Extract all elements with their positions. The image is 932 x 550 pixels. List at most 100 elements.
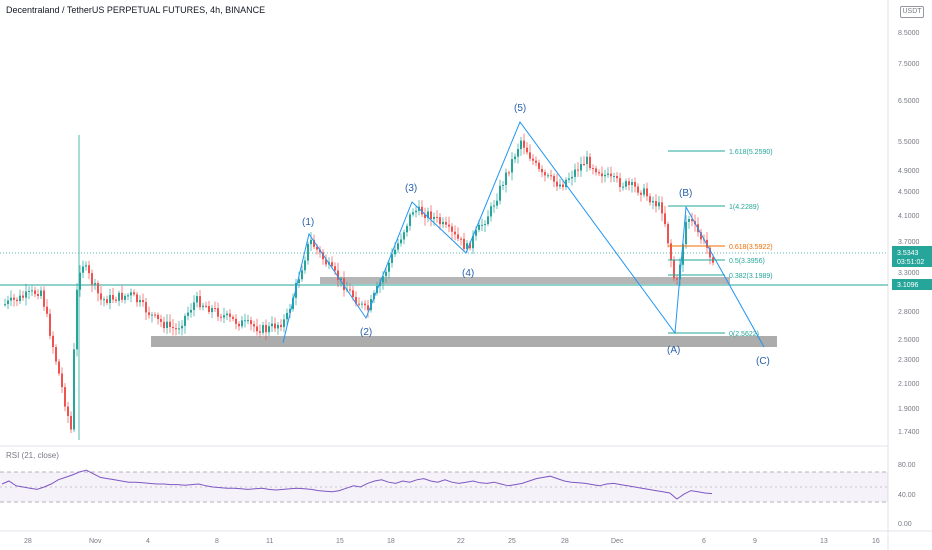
currency-badge[interactable]: USDT <box>900 6 924 18</box>
candle-body <box>4 304 6 306</box>
time-tick: 28 <box>561 538 569 545</box>
candle-body <box>682 244 684 265</box>
candle-body <box>220 316 222 318</box>
time-tick: 13 <box>820 538 828 545</box>
candle-body <box>97 283 99 294</box>
candle-body <box>685 221 687 245</box>
price-tick: 4.1000 <box>898 213 920 220</box>
time-tick: 11 <box>266 538 273 545</box>
candle-body <box>214 308 216 310</box>
price-tick: 4.9000 <box>898 168 920 175</box>
candle-body <box>325 259 327 265</box>
candle-body <box>106 299 108 303</box>
price-tick: 5.5000 <box>898 139 920 146</box>
candle-body <box>436 216 438 218</box>
fib-retracement[interactable]: 1.618(5.2590) 1(4.2289) 0.618(3.5922) 0.… <box>668 149 773 338</box>
fib-label-0382: 0.382(3.1989) <box>729 273 773 280</box>
elliott-wave-path[interactable] <box>282 120 765 348</box>
candle-body <box>25 291 27 298</box>
candle-body <box>457 234 459 239</box>
candle-body <box>400 239 402 244</box>
candle-body <box>181 325 183 329</box>
fib-label-0: 0(2.5622) <box>729 331 759 338</box>
time-axis[interactable]: 28 Nov 4 8 11 15 18 22 25 28 Dec 6 9 13 … <box>24 538 880 545</box>
candle-body <box>382 276 384 283</box>
candle-body <box>28 290 30 292</box>
candle-body <box>259 331 261 333</box>
bar-countdown: 03:51:02 <box>897 259 924 266</box>
candle-body <box>322 252 324 260</box>
wave-label-b: (B) <box>679 188 692 199</box>
candle-body <box>10 297 12 301</box>
rsi-tick: 80.00 <box>898 462 916 469</box>
candle-body <box>70 415 72 430</box>
candle-body <box>13 297 15 300</box>
wave-label-1: (1) <box>302 217 314 228</box>
candle-body <box>640 192 642 195</box>
candle-body <box>163 321 165 329</box>
time-tick: 25 <box>508 538 516 545</box>
candle-body <box>487 216 489 224</box>
candle-body <box>43 290 45 307</box>
candle-body <box>292 297 294 310</box>
candle-body <box>142 300 144 303</box>
candle-body <box>139 300 141 303</box>
candle-body <box>127 295 129 297</box>
candle-body <box>286 312 288 320</box>
candle-body <box>40 290 42 297</box>
candle-body <box>493 205 495 207</box>
candlestick-series <box>4 133 714 440</box>
candle-body <box>433 216 435 220</box>
rsi-pane[interactable]: 80.00 40.00 0.00 <box>0 462 916 528</box>
candle-body <box>208 305 210 313</box>
rsi-legend[interactable]: RSI (21, close) <box>6 451 59 460</box>
candle-body <box>211 308 213 313</box>
candle-body <box>244 320 246 322</box>
candle-body <box>610 173 612 177</box>
candle-body <box>205 305 207 307</box>
time-tick: 18 <box>387 538 395 545</box>
time-tick: 6 <box>702 538 706 545</box>
price-tick: 1.7400 <box>898 429 920 436</box>
fib-label-0618: 0.618(3.5922) <box>729 244 773 251</box>
candle-body <box>517 149 519 157</box>
rsi-tick: 0.00 <box>898 521 912 528</box>
candle-body <box>508 172 510 174</box>
candle-body <box>226 313 228 316</box>
candle-body <box>388 262 390 272</box>
candle-body <box>130 292 132 296</box>
candle-body <box>424 214 426 218</box>
candle-body <box>280 324 282 328</box>
candle-body <box>316 246 318 250</box>
candle-body <box>76 289 78 350</box>
price-axis[interactable]: 8.5000 7.5000 6.5000 5.5000 4.9000 4.500… <box>898 30 920 436</box>
candle-body <box>670 243 672 261</box>
support-zone[interactable] <box>151 336 777 347</box>
candle-body <box>469 243 471 249</box>
candle-body <box>586 156 588 165</box>
candle-body <box>415 210 417 213</box>
time-tick: 22 <box>457 538 465 545</box>
candle-body <box>622 186 624 188</box>
candle-body <box>613 176 615 178</box>
candle-body <box>427 211 429 218</box>
price-tick: 3.7000 <box>898 239 920 246</box>
time-tick: Nov <box>89 538 102 545</box>
candle-body <box>16 299 18 302</box>
resistance-zone[interactable] <box>320 277 730 284</box>
wave-label-a: (A) <box>667 345 680 356</box>
candle-body <box>478 224 480 230</box>
price-tick: 4.5000 <box>898 189 920 196</box>
price-tick: 7.5000 <box>898 61 920 68</box>
candle-body <box>289 309 291 313</box>
candle-body <box>619 178 621 188</box>
candle-body <box>115 299 117 301</box>
candle-body <box>547 175 549 177</box>
candle-body <box>406 225 408 233</box>
price-tick: 8.5000 <box>898 30 920 37</box>
candle-body <box>94 283 96 285</box>
symbol-title[interactable]: Decentraland / TetherUS PERPETUAL FUTURE… <box>6 5 266 15</box>
fib-label-1618: 1.618(5.2590) <box>729 149 773 156</box>
price-tick: 1.9000 <box>898 406 920 413</box>
